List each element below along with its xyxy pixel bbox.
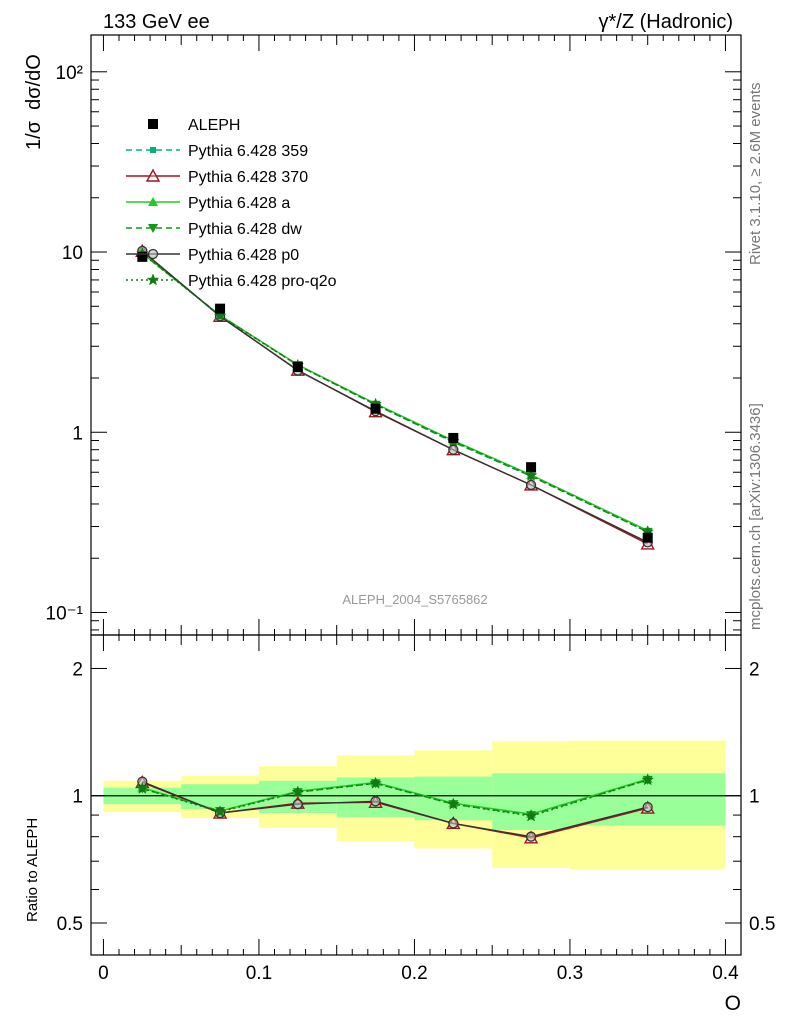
legend-marker-pythia-6-428-dw — [148, 224, 158, 233]
ratio-y-tick-label-right: 2 — [749, 659, 760, 680]
main-y-tick-label: 10² — [56, 63, 83, 84]
header-left: 133 GeV ee — [103, 11, 210, 33]
legend-marker-pythia-6-428-370 — [145, 168, 161, 182]
ratio-point-pythia-6-428-pro-q2o — [524, 809, 538, 822]
axes-frames — [90, 34, 742, 956]
series-line-pythia-6-428-359 — [141, 252, 649, 533]
band-stat — [181, 784, 259, 810]
legend-label-pythia-6-428-a: Pythia 6.428 a — [188, 195, 290, 212]
data-point-aleph — [370, 403, 381, 414]
main-y-tick-label: 10⁻¹ — [46, 603, 84, 624]
data-point-aleph — [642, 532, 653, 543]
main-y-tick-label: 1 — [72, 423, 83, 444]
reference-data-layer — [137, 251, 653, 543]
x-tick-label: 0.2 — [401, 963, 427, 984]
ratio-point-pythia-6-428-pro-q2o — [369, 776, 382, 789]
ratio-y-tick-label-right: 0.5 — [749, 914, 775, 935]
x-tick-label: 0.3 — [557, 963, 583, 984]
series-point-pythia-6-428-pro-q2o — [213, 309, 227, 322]
legend-marker-pythia-6-428-359 — [150, 147, 156, 153]
legend-marker-aleph — [148, 119, 158, 129]
legend-marker-pythia-6-428-p0 — [147, 248, 159, 260]
legend-marker-pythia-6-428-pro-q2o — [146, 273, 160, 286]
series-line-pythia-6-428-370 — [141, 250, 649, 545]
ratio-point-pythia-6-428-p0 — [525, 831, 537, 842]
series-point-pythia-6-428-p0 — [448, 444, 459, 455]
ratio-point-pythia-6-428-pro-q2o — [213, 805, 227, 818]
x-axis-label: O — [725, 992, 741, 1015]
ratio-point-pythia-6-428-pro-q2o — [641, 773, 655, 786]
x-tick-label: 0 — [98, 963, 109, 984]
data-point-aleph — [215, 303, 226, 314]
legend-label-aleph: ALEPH — [188, 117, 240, 134]
x-tick-label: 0.1 — [246, 963, 272, 984]
legend-label-pythia-6-428-370: Pythia 6.428 370 — [188, 169, 308, 186]
ratio-y-tick-label: 1 — [72, 787, 83, 808]
ratio-point-pythia-6-428-pro-q2o — [135, 781, 149, 794]
x-tick-label: 0.4 — [712, 963, 739, 984]
series-line-pythia-6-428-dw — [141, 253, 649, 533]
legend-marker-pythia-6-428-a — [148, 197, 158, 206]
series-line-pythia-6-428-p0 — [141, 250, 649, 543]
ratio-point-pythia-6-428-pro-q2o — [291, 785, 305, 798]
data-point-aleph — [526, 462, 537, 473]
header-right: γ*/Z (Hadronic) — [599, 11, 733, 33]
mcplots-label: mcplots.cern.ch [arXiv:1306.3436] — [747, 403, 764, 630]
ratio-point-pythia-6-428-p0 — [642, 801, 653, 813]
legend-label-pythia-6-428-dw: Pythia 6.428 dw — [188, 221, 302, 238]
watermark: ALEPH_2004_S5765862 — [342, 592, 487, 607]
series-line-pythia-6-428-pro-q2o — [141, 253, 649, 533]
ratio-point-pythia-6-428-p0 — [370, 796, 381, 807]
legend-label-pythia-6-428-pro-q2o: Pythia 6.428 pro-q2o — [188, 273, 337, 290]
data-point-aleph — [448, 432, 459, 443]
ratio-frame — [90, 634, 742, 956]
rivet-label: Rivet 3.1.10, ≥ 2.6M events — [747, 83, 764, 266]
ratio-point-pythia-6-428-p0 — [292, 799, 303, 810]
legend: ALEPH Pythia 6.428 359 Pythia 6.428 370 Pyt… — [126, 117, 337, 290]
data-point-aleph — [137, 251, 148, 262]
band-stat — [492, 773, 570, 830]
ratio-y-tick-label-right: 1 — [749, 787, 760, 808]
series-point-pythia-6-428-pro-q2o — [524, 468, 538, 481]
main-y-axis-label: 1/σ dσ/dO — [23, 54, 45, 150]
ratio-y-tick-label: 2 — [72, 659, 83, 680]
data-point-aleph — [292, 362, 303, 373]
ratio-point-pythia-6-428-p0 — [448, 818, 459, 829]
ratio-point-pythia-6-428-pro-q2o — [446, 797, 460, 810]
ratio-y-tick-label: 0.5 — [57, 914, 83, 935]
series-point-pythia-6-428-p0 — [525, 479, 537, 491]
series-layer — [135, 243, 655, 844]
series-line-pythia-6-428-a — [141, 252, 649, 532]
legend-label-pythia-6-428-359: Pythia 6.428 359 — [188, 143, 308, 160]
axis-ticks: 10⁻¹ 1 10 10² 0 0.1 0.2 0.3 0.4 0.5 0.5 1 1 2 2 — [46, 35, 775, 984]
ratio-y-axis-label: Ratio to ALEPH — [24, 818, 41, 922]
legend-label-pythia-6-428-p0: Pythia 6.428 p0 — [188, 247, 299, 264]
main-y-tick-label: 10 — [62, 243, 83, 264]
